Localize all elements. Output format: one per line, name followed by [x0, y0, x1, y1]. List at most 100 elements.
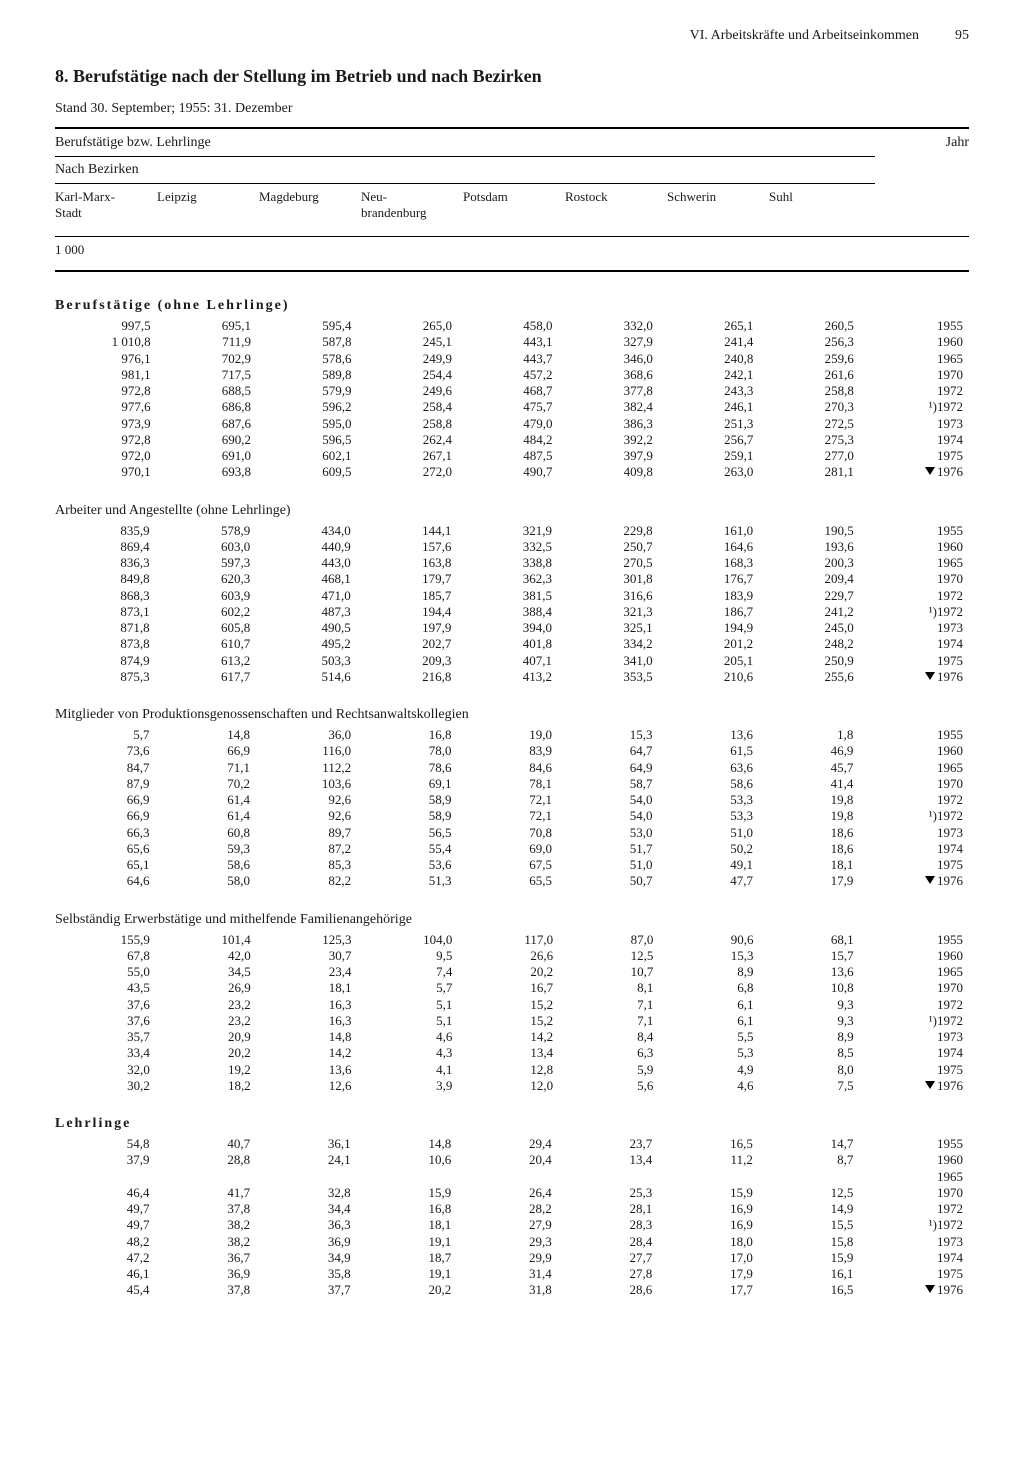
data-table: 997,5695,1595,4265,0458,0332,0265,1260,5… [55, 318, 969, 481]
cell: 690,2 [157, 432, 257, 448]
year-cell: 1972 [859, 792, 969, 808]
cell: 20,2 [357, 1282, 458, 1298]
cell: 18,6 [759, 841, 859, 857]
cell: 35,8 [256, 1266, 357, 1282]
cell: 388,4 [457, 604, 558, 620]
cell: 440,9 [256, 539, 357, 555]
cell: 20,4 [457, 1152, 558, 1168]
cell: 83,9 [458, 743, 558, 759]
cell: 871,8 [55, 620, 156, 636]
table-row: 849,8620,3468,1179,7362,3301,8176,7209,4… [55, 571, 969, 587]
cell: 51,3 [357, 873, 457, 889]
year-cell: 1970 [859, 776, 969, 792]
cell: 589,8 [257, 367, 357, 383]
year-cell: 1975 [860, 1062, 969, 1078]
cell: 73,6 [55, 743, 155, 759]
data-table: 835,9578,9434,0144,1321,9229,8161,0190,5… [55, 523, 969, 686]
cell: 687,6 [157, 416, 257, 432]
cell: 50,2 [658, 841, 758, 857]
cell: 66,9 [155, 743, 255, 759]
table-row: 869,4603,0440,9157,6332,5250,7164,6193,6… [55, 539, 969, 555]
cell: 362,3 [457, 571, 558, 587]
cell: 12,6 [257, 1078, 358, 1094]
cell: 200,3 [759, 555, 860, 571]
table-row: 66,360,889,756,570,853,051,018,61973 [55, 825, 969, 841]
cell: 688,5 [157, 383, 257, 399]
table-row: 47,236,734,918,729,927,717,015,91974 [55, 1250, 969, 1266]
cell: 37,7 [256, 1282, 357, 1298]
cell: 15,2 [458, 997, 559, 1013]
cell: 55,4 [357, 841, 457, 857]
cell: 12,0 [458, 1078, 559, 1094]
year-cell: 1974 [860, 636, 969, 652]
cell: 605,8 [156, 620, 257, 636]
cell: 249,6 [358, 383, 458, 399]
cell: 205,1 [659, 653, 760, 669]
year-cell: 1965 [859, 1169, 969, 1185]
cell: 58,9 [357, 808, 457, 824]
cell: 602,1 [257, 448, 357, 464]
cell: 32,8 [256, 1185, 357, 1201]
cell: 87,9 [55, 776, 155, 792]
cell: 256,3 [759, 334, 859, 350]
cell: 595,0 [257, 416, 357, 432]
cell: 64,9 [558, 760, 658, 776]
cell: 353,5 [558, 669, 659, 685]
cell: 5,1 [358, 997, 459, 1013]
cell: 163,8 [357, 555, 458, 571]
cell: 241,4 [659, 334, 759, 350]
cell: 17,9 [658, 1266, 759, 1282]
cell: 37,6 [55, 1013, 156, 1029]
cell: 155,9 [55, 932, 156, 948]
table-row: 35,720,914,84,614,28,45,58,91973 [55, 1029, 969, 1045]
cell: 101,4 [156, 932, 257, 948]
cell: 63,6 [658, 760, 758, 776]
cell: 11,2 [658, 1152, 759, 1168]
cell: 43,5 [55, 980, 156, 996]
year-cell: ¹)1972 [860, 399, 969, 415]
band2: Nach Bezirken [55, 162, 139, 178]
cell: 487,3 [256, 604, 357, 620]
cell: 8,9 [659, 964, 759, 980]
cell: 9,5 [358, 948, 459, 964]
cell: 15,7 [759, 948, 859, 964]
cell: 27,7 [558, 1250, 659, 1266]
cell: 972,8 [55, 432, 157, 448]
cell: 92,6 [256, 808, 357, 824]
cell: 72,1 [458, 792, 558, 808]
cell: 487,5 [458, 448, 558, 464]
cell: 92,6 [256, 792, 357, 808]
section-label: VI. Arbeitskräfte und Arbeitseinkommen [690, 28, 919, 44]
table-row: 37,623,216,35,115,27,16,19,3¹)1972 [55, 1013, 969, 1029]
cell: 10,7 [559, 964, 659, 980]
cell: 176,7 [659, 571, 760, 587]
cell: 617,7 [156, 669, 257, 685]
table-row: 972,0691,0602,1267,1487,5397,9259,1277,0… [55, 448, 969, 464]
year-cell: 1955 [860, 523, 969, 539]
cell: 620,3 [156, 571, 257, 587]
cell: 36,7 [156, 1250, 257, 1266]
cell: 12,5 [759, 1185, 860, 1201]
cell: 89,7 [256, 825, 357, 841]
cell: 16,7 [458, 980, 559, 996]
table-row: 33,420,214,24,313,46,35,38,51974 [55, 1045, 969, 1061]
cell: 3,9 [358, 1078, 459, 1094]
section-label: Arbeiter und Angestellte (ohne Lehrlinge… [55, 481, 969, 523]
cell: 260,5 [759, 318, 859, 334]
cell: 973,9 [55, 416, 157, 432]
cell: 7,4 [358, 964, 459, 980]
cell: 193,6 [759, 539, 860, 555]
cell: 4,3 [358, 1045, 459, 1061]
cell: 16,3 [257, 1013, 358, 1029]
cell: 68,1 [759, 932, 859, 948]
year-cell: 1973 [859, 1234, 969, 1250]
cell: 64,6 [55, 873, 155, 889]
cell: 332,0 [558, 318, 658, 334]
cell: 394,0 [457, 620, 558, 636]
year-cell: 1955 [860, 318, 969, 334]
table-row: 67,842,030,79,526,612,515,315,71960 [55, 948, 969, 964]
cell: 443,0 [256, 555, 357, 571]
cell: 66,9 [55, 808, 155, 824]
cell: 65,1 [55, 857, 155, 873]
cell: 201,2 [659, 636, 760, 652]
